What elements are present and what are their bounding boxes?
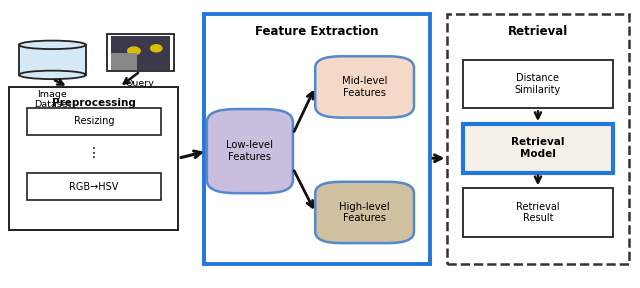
Text: Retrieval
Result: Retrieval Result [516,202,560,223]
Text: Resizing: Resizing [74,116,114,126]
FancyBboxPatch shape [463,124,613,173]
FancyBboxPatch shape [447,14,629,264]
Text: High-level
Features: High-level Features [339,202,390,223]
Ellipse shape [127,46,141,55]
FancyBboxPatch shape [10,87,178,230]
FancyBboxPatch shape [19,45,86,75]
Ellipse shape [150,44,163,52]
FancyBboxPatch shape [111,36,170,70]
FancyBboxPatch shape [107,34,173,71]
FancyBboxPatch shape [111,53,137,70]
Ellipse shape [19,71,86,79]
FancyBboxPatch shape [316,182,414,243]
Text: RGB→HSV: RGB→HSV [69,182,118,192]
FancyBboxPatch shape [316,56,414,118]
Text: Retrieval: Retrieval [508,25,568,38]
Text: Low-level
Features: Low-level Features [227,140,273,162]
Text: Mid-level
Features: Mid-level Features [342,76,387,98]
FancyBboxPatch shape [27,108,161,135]
FancyBboxPatch shape [463,60,613,108]
FancyBboxPatch shape [207,109,293,193]
Text: Image
Dataset: Image Dataset [34,90,71,109]
FancyBboxPatch shape [463,188,613,237]
Text: ⋮: ⋮ [87,145,100,160]
Text: Feature Extraction: Feature Extraction [255,25,379,38]
FancyBboxPatch shape [27,173,161,200]
Ellipse shape [19,41,86,49]
Text: Retrieval
Model: Retrieval Model [511,137,564,159]
Text: Preprocessing: Preprocessing [52,98,136,108]
Text: Query: Query [126,79,155,88]
Text: Distance
Similarity: Distance Similarity [515,73,561,95]
FancyBboxPatch shape [204,14,430,264]
